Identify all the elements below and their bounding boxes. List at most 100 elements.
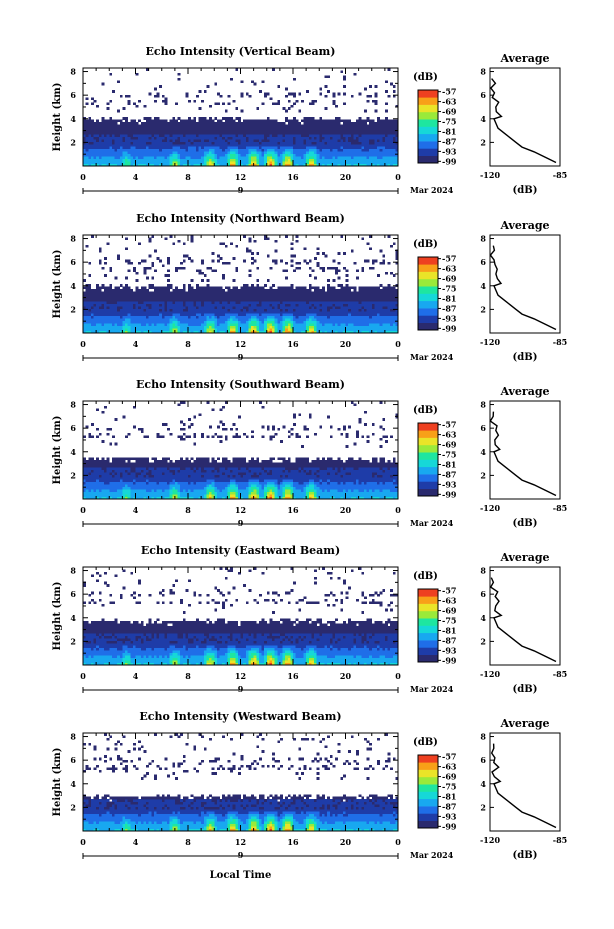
heatmap-cell: [190, 136, 194, 140]
heatmap-cell: [224, 161, 228, 164]
heatmap-cell: [348, 129, 352, 132]
heatmap-cell: [337, 119, 341, 123]
heatmap-cell: [222, 151, 226, 155]
heatmap-cell: [340, 235, 344, 238]
heatmap-cell: [185, 325, 189, 329]
heatmap-cell: [83, 148, 86, 152]
heatmap-cell: [177, 323, 181, 326]
heatmap-cell: [117, 134, 121, 137]
heatmap-cell: [138, 315, 142, 319]
heatmap-cell: [209, 291, 212, 295]
heatmap-cell: [308, 161, 312, 164]
heatmap-cell: [287, 310, 291, 314]
heatmap-cell: [156, 146, 160, 150]
heatmap-cell: [251, 148, 254, 152]
heatmap-cell: [303, 119, 307, 123]
heatmap-cell: [321, 266, 325, 270]
heatmap-cell: [282, 129, 286, 132]
heatmap-cell: [174, 308, 178, 312]
heatmap-cell: [167, 306, 170, 309]
heatmap-cell: [327, 293, 331, 297]
heatmap-cell: [290, 139, 294, 142]
heatmap-cell: [167, 288, 170, 292]
heatmap-cell: [379, 303, 383, 307]
heatmap-cell: [188, 139, 191, 142]
heatmap-cell: [130, 151, 134, 155]
heatmap-cell: [169, 143, 173, 147]
heatmap-cell: [369, 156, 373, 159]
heatmap-cell: [96, 156, 100, 159]
heatmap-cell: [285, 303, 289, 307]
heatmap-cell: [332, 134, 336, 137]
heatmap-cell: [358, 151, 362, 155]
heatmap-cell: [130, 318, 134, 322]
heatmap-cell: [140, 296, 144, 299]
heatmap-cell: [324, 153, 328, 157]
heatmap-cell: [185, 163, 189, 167]
heatmap-cell: [93, 291, 97, 295]
heatmap-cell: [269, 325, 273, 329]
heatmap-cell: [177, 146, 181, 150]
heatmap-cell: [311, 102, 315, 106]
heatmap-cell: [167, 323, 170, 326]
heatmap-cell: [174, 288, 178, 292]
heatmap-cell: [227, 156, 231, 159]
heatmap-cell: [151, 303, 155, 307]
heatmap-cell: [279, 141, 283, 145]
heatmap-cell: [117, 301, 121, 304]
heatmap-cell: [111, 313, 115, 317]
heatmap-cell: [195, 141, 199, 145]
heatmap-cell: [285, 286, 289, 290]
heatmap-cell: [306, 293, 310, 297]
heatmap-cell: [335, 323, 338, 326]
heatmap-cell: [350, 249, 354, 253]
heatmap-cell: [98, 163, 102, 167]
heatmap-cell: [314, 301, 317, 304]
heatmap-cell: [132, 134, 136, 137]
heatmap-cell: [245, 330, 249, 334]
heatmap-cell: [104, 131, 107, 135]
heatmap-cell: [279, 259, 283, 263]
heatmap-cell: [377, 274, 380, 277]
heatmap-cell: [266, 129, 270, 132]
heatmap-cell: [109, 288, 113, 292]
heatmap-cell: [329, 296, 333, 299]
heatmap-cell: [342, 298, 346, 302]
heatmap-cell: [167, 148, 170, 152]
heatmap-cell: [384, 129, 388, 132]
heatmap-cell: [348, 131, 352, 135]
heatmap-cell: [188, 117, 191, 120]
heatmap-cell: [256, 306, 260, 309]
heatmap-cell: [342, 330, 346, 334]
heatmap-cell: [153, 320, 157, 324]
heatmap-cell: [140, 136, 144, 140]
heatmap-cell: [272, 136, 275, 140]
heatmap-cell: [174, 134, 178, 137]
heatmap-cell: [306, 129, 310, 132]
heatmap-cell: [169, 325, 173, 329]
heatmap-cell: [224, 301, 228, 304]
heatmap-cell: [185, 315, 189, 319]
heatmap-cell: [369, 141, 373, 145]
heatmap-cell: [295, 293, 299, 297]
heatmap-cell: [214, 151, 218, 155]
heatmap-cell: [277, 293, 281, 297]
heatmap-cell: [169, 301, 173, 304]
heatmap-cell: [127, 94, 131, 98]
heatmap-cell: [390, 141, 394, 145]
heatmap-cell: [164, 274, 168, 277]
heatmap-cell: [135, 141, 139, 145]
heatmap-cell: [248, 296, 252, 299]
heatmap-cell: [111, 328, 115, 331]
heatmap-cell: [232, 279, 236, 282]
heatmap-cell: [190, 315, 194, 319]
heatmap-cell: [227, 328, 231, 331]
heatmap-cell: [180, 131, 184, 135]
heatmap-cell: [222, 313, 226, 317]
heatmap-cell: [350, 313, 354, 317]
heatmap-cell: [198, 136, 202, 140]
heatmap-cell: [169, 318, 173, 322]
heatmap-cell: [261, 325, 265, 329]
heatmap-cell: [198, 310, 202, 314]
heatmap-cell: [227, 102, 231, 106]
